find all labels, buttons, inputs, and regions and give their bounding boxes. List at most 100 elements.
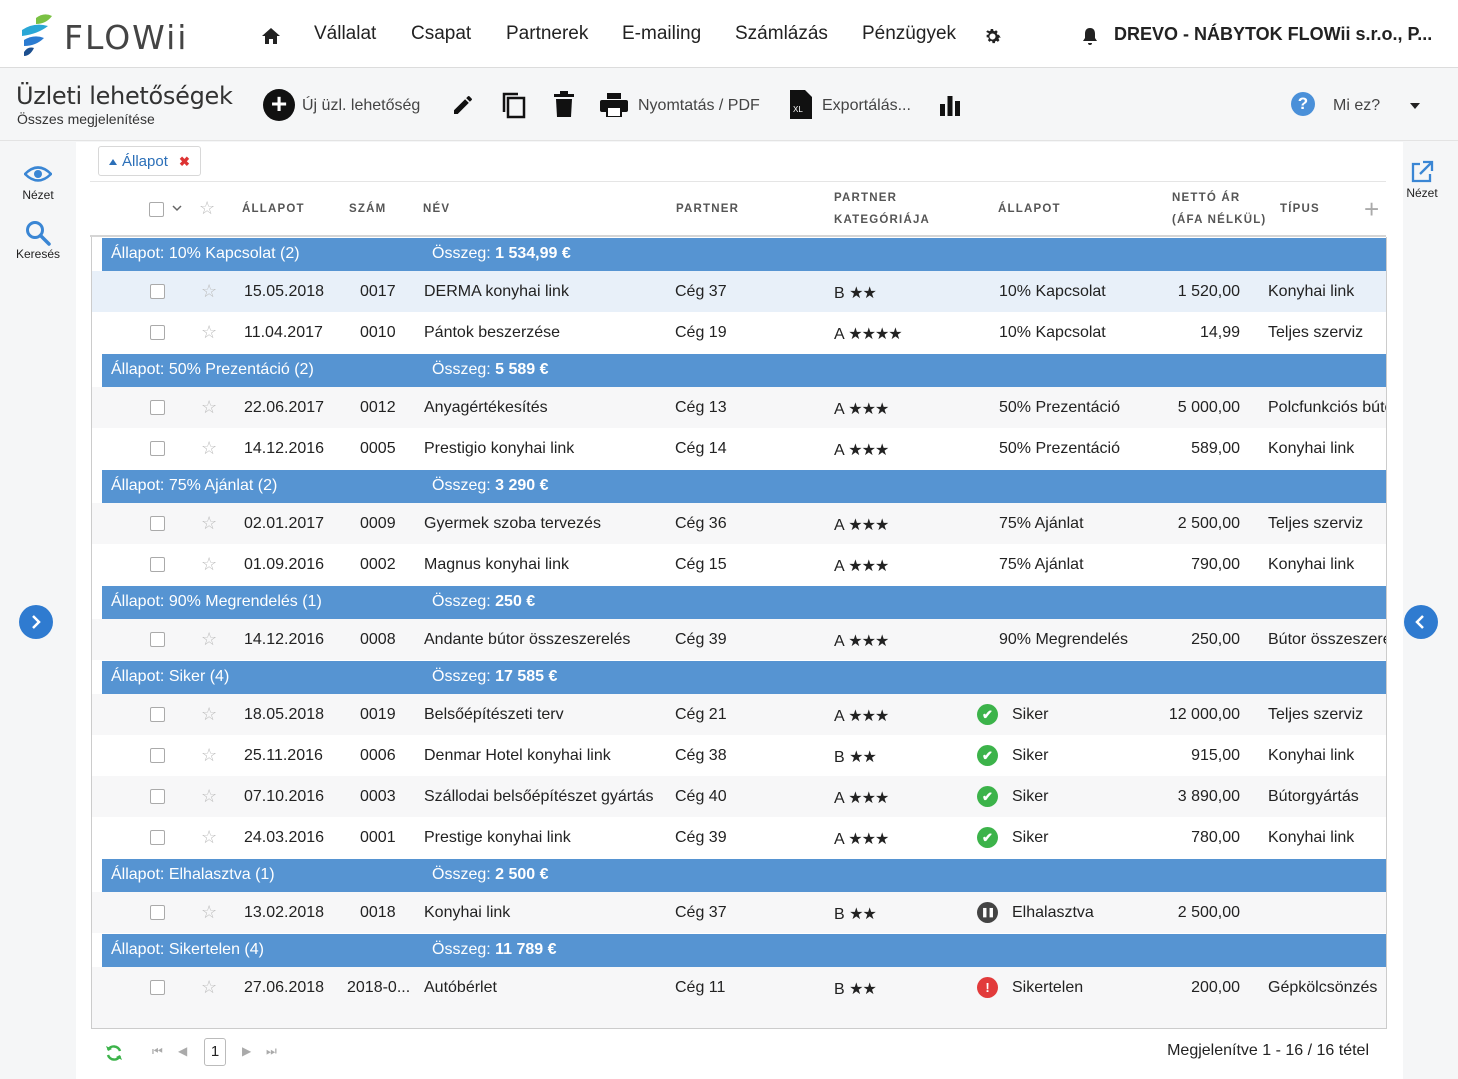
col-header-net-price-line1[interactable]: NETTÓ ÁR [1172,192,1241,204]
flowii-logo[interactable]: FLOWii [18,12,218,58]
row-checkbox[interactable] [150,748,165,763]
table-row-partial[interactable] [92,1008,1386,1028]
last-page-icon[interactable]: ⏭ [266,1044,277,1058]
cell-partner[interactable]: Cég 37 [675,283,727,300]
row-checkbox[interactable] [150,789,165,804]
cell-name[interactable]: DERMA konyhai link [424,283,569,300]
favorite-star-icon[interactable]: ☆ [201,902,218,922]
cell-name[interactable]: Magnus konyhai link [424,556,569,573]
group-header-row[interactable]: Állapot: Siker (4) Összeg: 17 585 € [102,661,1386,694]
cell-partner[interactable]: Cég 36 [675,515,727,532]
group-header-row[interactable]: Állapot: 75% Ajánlat (2) Összeg: 3 290 € [102,470,1386,503]
help-link[interactable]: Mi ez? [1333,97,1381,114]
row-checkbox[interactable] [150,441,165,456]
favorite-star-icon[interactable]: ☆ [201,629,218,649]
nav-item-partnerek[interactable]: Partnerek [506,23,589,44]
view-button[interactable]: Nézet [22,188,54,202]
row-checkbox[interactable] [150,557,165,572]
col-header-partner[interactable]: PARTNER [676,203,740,215]
add-column-icon[interactable]: + [1364,194,1380,224]
bell-icon[interactable] [1081,27,1099,46]
group-header-row[interactable]: Állapot: 50% Prezentáció (2) Összeg: 5 58… [102,354,1386,387]
bar-chart-icon[interactable] [939,94,961,116]
cell-name[interactable]: Konyhai link [424,904,511,921]
cell-name[interactable]: Szállodai belsőépítészet gyártás [424,788,654,805]
favorite-header-star-icon[interactable]: ☆ [199,198,216,218]
nav-item-penzugyek[interactable]: Pénzügyek [862,23,957,44]
select-all-checkbox[interactable] [149,202,164,217]
col-header-szam[interactable]: SZÁM [349,203,387,215]
favorite-star-icon[interactable]: ☆ [201,827,218,847]
cell-partner[interactable]: Cég 19 [675,324,727,341]
favorite-star-icon[interactable]: ☆ [201,704,218,724]
expand-sidebar-button[interactable] [19,605,53,639]
external-view-icon[interactable] [1409,159,1435,185]
group-header-row[interactable]: Állapot: Sikertelen (4) Összeg: 11 789 € [102,934,1386,967]
favorite-star-icon[interactable]: ☆ [201,554,218,574]
company-name[interactable]: DREVO - NÁBYTOK FLOWii s.r.o., P... [1114,24,1433,44]
caret-down-icon[interactable] [1409,102,1421,110]
col-header-partner-cat-line2[interactable]: KATEGÓRIÁJA [834,214,931,226]
favorite-star-icon[interactable]: ☆ [201,786,218,806]
favorite-star-icon[interactable]: ☆ [201,977,218,997]
cell-name[interactable]: Belsőépítészeti terv [424,706,564,723]
first-page-icon[interactable]: ⏮ [152,1044,163,1058]
help-question-icon[interactable]: ? [1291,92,1315,116]
favorite-star-icon[interactable]: ☆ [201,322,218,342]
favorite-star-icon[interactable]: ☆ [201,438,218,458]
row-checkbox[interactable] [150,707,165,722]
eye-icon[interactable] [24,165,52,183]
new-opportunity-button[interactable]: Új üzl. lehetőség [302,97,421,114]
cell-partner[interactable]: Cég 40 [675,788,727,805]
col-header-allapot[interactable]: ÁLLAPOT [242,203,305,215]
cell-partner[interactable]: Cég 11 [675,979,726,996]
nav-item-szamlazas[interactable]: Számlázás [735,23,828,44]
cell-name[interactable]: Autóbérlet [424,979,497,996]
add-circle-icon[interactable]: + [263,89,295,121]
group-header-row[interactable]: Állapot: 90% Megrendelés (1) Összeg: 250 … [102,586,1386,619]
table-row[interactable]: ☆ 14.12.2016 0008 Andante bútor összeszerel… [92,619,1386,660]
cell-name[interactable]: Pántok beszerzése [424,324,561,341]
cell-partner[interactable]: Cég 15 [675,556,727,573]
table-row[interactable]: ☆ 11.04.2017 0010 Pántok beszerzése Cég 19 A … [92,312,1386,353]
prev-page-icon[interactable]: ◀ [178,1044,188,1058]
search-icon[interactable] [25,220,51,246]
favorite-star-icon[interactable]: ☆ [201,513,218,533]
table-row[interactable]: ☆ 24.03.2016 0001 Prestige konyhai link Cég … [92,817,1386,858]
favorite-star-icon[interactable]: ☆ [201,745,218,765]
row-checkbox[interactable] [150,830,165,845]
table-row[interactable]: ☆ 18.05.2018 0019 Belsőépítészeti terv Cég 2… [92,694,1386,735]
nav-item-vallalat[interactable]: Vállalat [314,23,377,44]
export-excel-icon[interactable]: XL [790,90,812,119]
col-header-tipus[interactable]: TÍPUS [1280,203,1320,215]
cell-partner[interactable]: Cég 38 [675,747,727,764]
col-header-partner-cat-line1[interactable]: PARTNER [834,192,898,204]
col-header-nev[interactable]: NÉV [423,203,451,215]
cell-partner[interactable]: Cég 14 [675,440,727,457]
cell-partner[interactable]: Cég 37 [675,904,727,921]
row-checkbox[interactable] [150,632,165,647]
nav-item-csapat[interactable]: Csapat [411,23,472,44]
row-checkbox[interactable] [150,516,165,531]
table-row[interactable]: ☆ 25.11.2016 0006 Denmar Hotel konyhai link… [92,735,1386,776]
cell-partner[interactable]: Cég 21 [675,706,727,723]
nav-item-e-mailing[interactable]: E-mailing [622,23,702,44]
next-page-icon[interactable]: ▶ [242,1044,252,1058]
favorite-star-icon[interactable]: ☆ [201,397,218,417]
edit-pencil-icon[interactable] [451,93,475,117]
right-view-button[interactable]: Nézet [1406,186,1438,200]
print-pdf-button[interactable]: Nyomtatás / PDF [638,97,760,114]
cell-name[interactable]: Andante bútor összeszerelés [424,631,631,648]
refresh-icon[interactable] [104,1043,124,1063]
remove-filter-icon[interactable]: ✖ [179,154,190,169]
group-header-row[interactable]: Állapot: 10% Kapcsolat (2) Összeg: 1 534,… [102,238,1386,271]
favorite-star-icon[interactable]: ☆ [201,281,218,301]
row-checkbox[interactable] [150,905,165,920]
table-row[interactable]: ☆ 13.02.2018 0018 Konyhai link Cég 37 B ★★ ❚❚ E… [92,892,1386,933]
table-row[interactable]: ☆ 15.05.2018 0017 DERMA konyhai link Cég 37 B… [92,271,1386,312]
group-filter-chip[interactable]: Állapot ✖ [98,146,201,176]
table-row[interactable]: ☆ 22.06.2017 0012 Anyagértékesítés Cég 13 A ★… [92,387,1386,428]
table-row[interactable]: ☆ 01.09.2016 0002 Magnus konyhai link Cég 15… [92,544,1386,585]
search-button[interactable]: Keresés [15,247,61,261]
cell-name[interactable]: Prestige konyhai link [424,829,571,846]
